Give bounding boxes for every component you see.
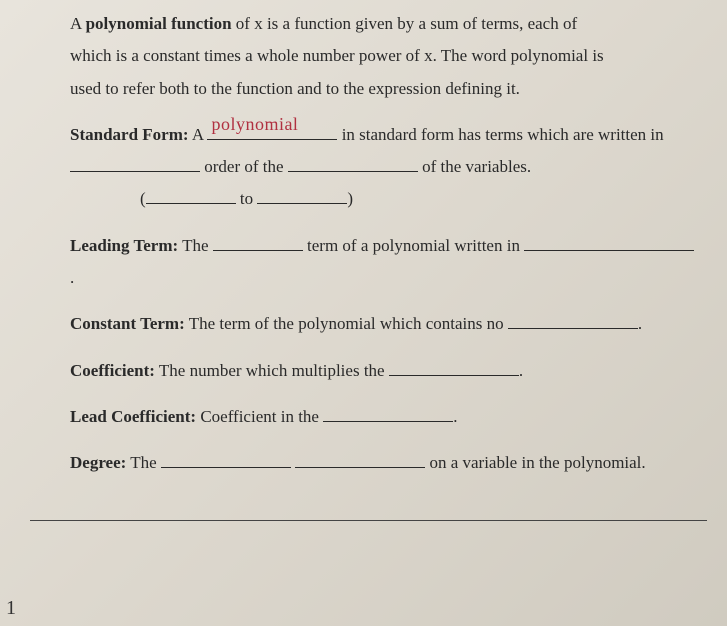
constant-term-entry: Constant Term: The term of the polynomia… [70,308,697,340]
fill-blank[interactable] [257,186,347,205]
fill-blank[interactable]: polynomial [207,121,337,140]
intro-bold: polynomial function [86,14,232,33]
text: term of a polynomial written in [303,236,524,255]
text: . [453,407,457,426]
lead-coefficient-entry: Lead Coefficient: Coefficient in the . [70,401,697,433]
fill-blank[interactable] [161,450,291,469]
standard-form-entry: Standard Form: A polynomial in standard … [70,119,697,216]
text: A [189,125,208,144]
fill-blank[interactable] [508,311,638,330]
fill-blank[interactable] [524,232,694,251]
coefficient-label: Coefficient: [70,361,155,380]
fill-blank[interactable] [389,357,519,376]
page-number: 1 [6,597,16,620]
fill-blank[interactable] [295,450,425,469]
text: of the variables. [418,157,531,176]
lead-coefficient-label: Lead Coefficient: [70,407,196,426]
divider-line [30,520,707,521]
fill-blank[interactable] [288,154,418,173]
handwritten-answer: polynomial [211,107,298,141]
fill-blank[interactable] [323,403,453,422]
leading-term-entry: Leading Term: The term of a polynomial w… [70,230,697,295]
text: The number which multiplies the [155,361,389,380]
coefficient-entry: Coefficient: The number which multiplies… [70,355,697,387]
text: The [178,236,213,255]
text: . [638,314,642,333]
text: The [126,453,161,472]
degree-entry: Degree: The on a variable in the polynom… [70,447,697,479]
standard-form-label: Standard Form: [70,125,189,144]
degree-label: Degree: [70,453,126,472]
fill-blank[interactable] [213,232,303,251]
intro-text: which is a constant times a whole number… [70,46,604,65]
text: order of the [200,157,288,176]
text: . [519,361,523,380]
fill-blank[interactable] [70,154,200,173]
text: in standard form has terms which are wri… [337,125,663,144]
leading-term-label: Leading Term: [70,236,178,255]
text: . [70,268,74,287]
text: to [236,189,258,208]
fill-blank[interactable] [146,186,236,205]
text: on a variable in the polynomial. [425,453,645,472]
constant-term-label: Constant Term: [70,314,185,333]
text: ) [347,189,353,208]
intro-text: A [70,14,86,33]
intro-text: used to refer both to the function and t… [70,79,520,98]
worksheet-page: A polynomial function of x is a function… [0,0,727,521]
text: Coefficient in the [196,407,323,426]
intro-paragraph: A polynomial function of x is a function… [70,8,697,105]
paren-row: ( to ) [140,183,697,215]
text: The term of the polynomial which contain… [185,314,508,333]
intro-text: of x is a function given by a sum of ter… [232,14,578,33]
